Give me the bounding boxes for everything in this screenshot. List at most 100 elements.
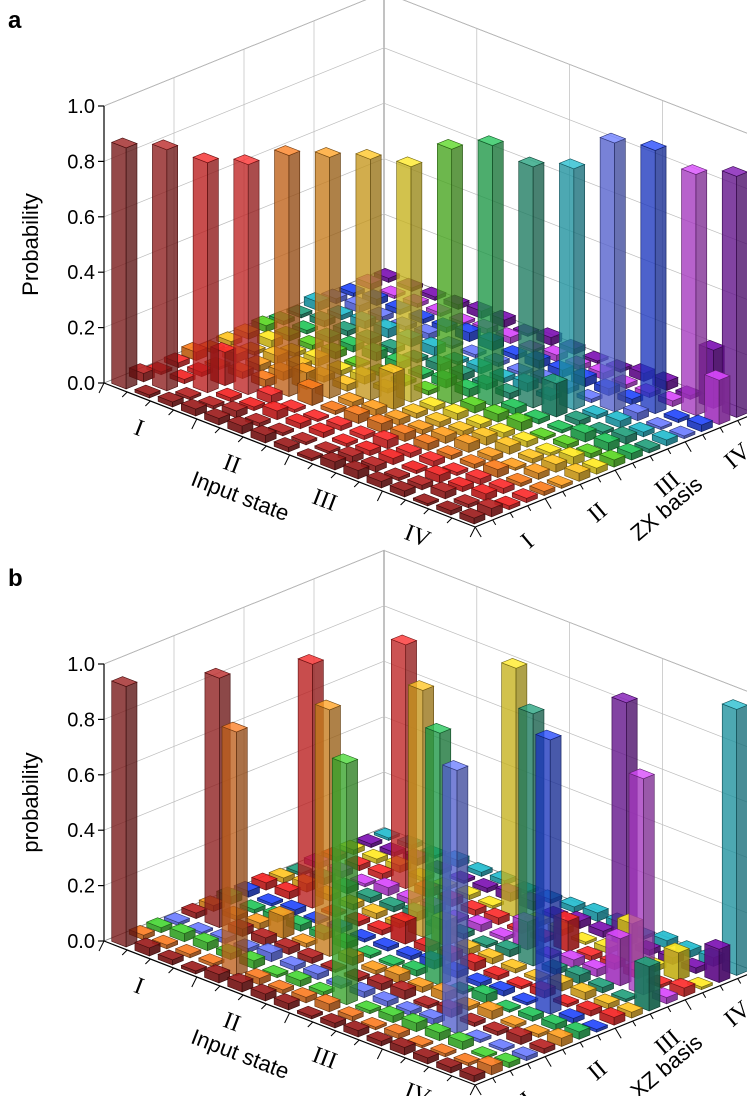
- bar-7-7: [395, 156, 423, 403]
- bar-9-9: [477, 135, 505, 407]
- bar-15-12: [668, 425, 696, 440]
- bar-8-3: [349, 425, 376, 441]
- z-gridline: [103, 47, 747, 189]
- bar-11-8: [506, 412, 533, 432]
- x-tick: [98, 940, 105, 952]
- bar-9-3: [372, 430, 400, 450]
- y-tick: [544, 498, 552, 509]
- bar-15-8: [598, 1007, 626, 1026]
- bar-14-11: [628, 421, 656, 438]
- bar-14-8: [575, 1000, 603, 1017]
- bar-5-2: [261, 400, 289, 421]
- y-tick: [702, 434, 707, 440]
- bar-9-2: [354, 1000, 382, 1015]
- bar-1-2: [169, 923, 196, 943]
- x-tick: [98, 382, 105, 394]
- y-tick: [579, 484, 584, 490]
- bar-11-4: [436, 445, 463, 460]
- bar-14-6: [540, 1013, 568, 1031]
- bar-7-5: [360, 960, 388, 975]
- bar-11-6: [471, 426, 498, 446]
- bar-14-0: [435, 500, 463, 516]
- bar-8-1: [314, 441, 341, 455]
- bar-13-13: [640, 140, 667, 415]
- bar-12-0: [389, 480, 417, 498]
- bar-15-1: [476, 498, 504, 518]
- x-tick: [168, 409, 174, 416]
- bar-10-8: [482, 965, 510, 981]
- x-tick: [446, 517, 453, 524]
- x-tick: [400, 499, 406, 506]
- y-category-label: I: [516, 1087, 539, 1096]
- bar-11-3: [418, 450, 446, 468]
- x-axis-title: Input state: [188, 466, 293, 526]
- y-category-label: IV: [720, 996, 747, 1033]
- bar-7-1: [290, 431, 318, 446]
- bar-7-7: [395, 945, 423, 961]
- bar-8-2: [331, 433, 359, 448]
- x-tick: [284, 1012, 291, 1024]
- bar-6-3: [302, 409, 330, 423]
- bar-15-15: [721, 699, 747, 976]
- x-tick: [376, 490, 383, 502]
- bar-7-0: [273, 437, 301, 453]
- bar-12-2: [424, 465, 452, 484]
- bar-10-3: [395, 1001, 423, 1017]
- bar-3-11: [373, 877, 400, 897]
- bar-7-2: [308, 422, 336, 439]
- bar-12-6: [494, 436, 522, 455]
- bar-14-4: [505, 472, 533, 487]
- bar-10-3: [395, 442, 423, 459]
- bar-14-1: [453, 494, 481, 509]
- bar-7-0: [273, 993, 301, 1011]
- y-tick: [632, 462, 637, 469]
- x-tick: [214, 427, 221, 434]
- bar-11-5: [453, 433, 481, 453]
- bar-7-3: [325, 415, 353, 432]
- x-category-label: I: [131, 415, 148, 442]
- bar-12-10: [564, 965, 592, 985]
- bar-4-3: [256, 942, 284, 963]
- bar-14-2: [470, 483, 498, 502]
- y-category-label: II: [583, 498, 612, 528]
- bar-13-4: [482, 1021, 510, 1036]
- bar-15-7: [581, 457, 609, 475]
- bar-11-2: [401, 460, 428, 475]
- y-tick: [597, 477, 602, 483]
- bar-9-7: [442, 403, 470, 421]
- bar-12-7: [511, 992, 539, 1006]
- bar-15-6: [563, 1021, 591, 1040]
- x-tick: [237, 994, 244, 1001]
- bar-11-0: [366, 1031, 393, 1047]
- x-category-label: III: [309, 1042, 341, 1075]
- bar-13-1: [430, 1043, 457, 1058]
- y-tick: [562, 491, 567, 497]
- bar-1-7: [256, 893, 284, 907]
- bar-4-0: [203, 964, 231, 984]
- bar-5-0: [226, 972, 254, 993]
- bar-11-6: [471, 984, 498, 1004]
- bar-2-2: [192, 932, 220, 952]
- y-tick: [719, 985, 724, 991]
- bar-1-0: [134, 384, 161, 399]
- bar-9-15: [582, 902, 610, 922]
- y-tick: [474, 1084, 482, 1096]
- z-tick-label: 0.2: [67, 318, 95, 340]
- z-gridline: [103, 0, 747, 134]
- bar-13-10: [587, 977, 615, 994]
- bar-4-9: [361, 903, 389, 920]
- bar-7-6: [378, 363, 406, 410]
- x-tick: [191, 418, 198, 430]
- z-tick-label: 0.8: [67, 151, 95, 173]
- y-tick: [649, 1013, 654, 1020]
- bar-8-0: [296, 448, 324, 462]
- bar-4-0: [203, 408, 231, 426]
- x-tick: [261, 1003, 267, 1010]
- bar-12-4: [459, 454, 487, 469]
- bar-15-0: [458, 1065, 486, 1083]
- y-tick: [614, 1027, 622, 1039]
- bar-12-0: [389, 1037, 417, 1056]
- bar-13-7: [535, 442, 562, 457]
- panel-a: a0.00.20.40.60.81.0ProbabilityIIIIIIIVIn…: [8, 0, 747, 554]
- bar-2-0: [157, 391, 185, 408]
